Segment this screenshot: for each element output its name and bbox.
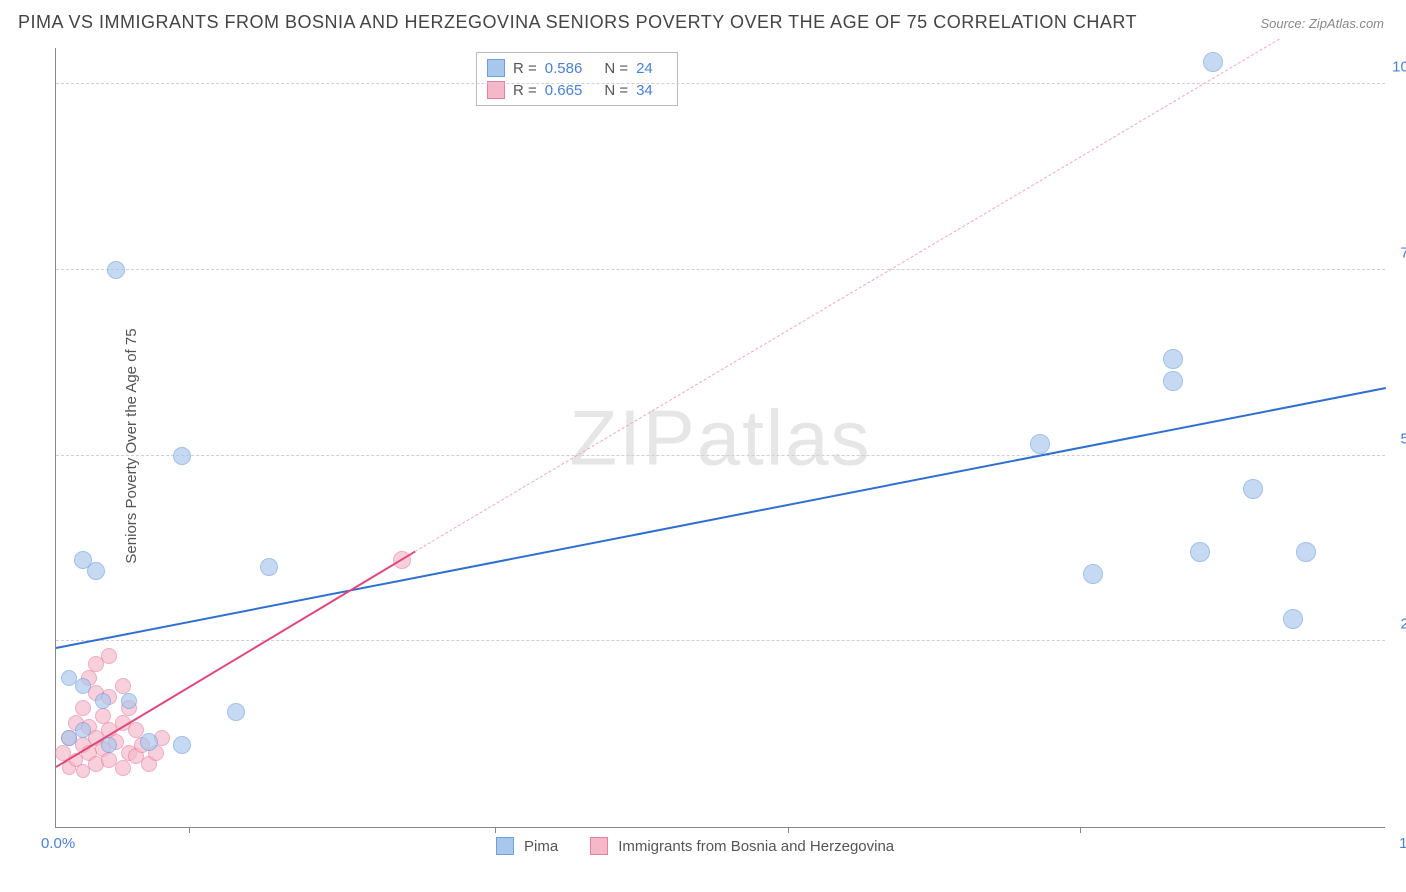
n-label: N = [604,60,628,77]
data-point-series1 [140,733,158,751]
gridline-h [56,269,1385,270]
y-tick-label: 75.0% [1388,244,1406,261]
data-point-series1 [1243,479,1263,499]
data-point-series1 [1163,349,1183,369]
data-point-series1 [1030,434,1050,454]
data-point-series1 [95,693,111,709]
data-point-series2 [115,678,131,694]
x-tick-mark [1080,827,1081,833]
x-tick-mark [495,827,496,833]
n-value-1: 24 [636,60,653,77]
swatch-pima-icon [496,837,514,855]
data-point-series1 [260,558,278,576]
y-tick-label: 100.0% [1388,59,1406,76]
x-tick-0: 0.0% [41,835,75,852]
data-point-series1 [75,678,91,694]
data-point-series1 [1163,371,1183,391]
x-tick-100: 100.0% [1399,835,1406,852]
legend-label-2: Immigrants from Bosnia and Herzegovina [618,838,894,855]
data-point-series1 [1190,542,1210,562]
data-point-series2 [115,760,131,776]
plot-area: ZIPatlas R = 0.586 N = 24 R = 0.665 N = … [55,48,1385,828]
chart-container: PIMA VS IMMIGRANTS FROM BOSNIA AND HERZE… [0,0,1406,892]
x-tick-mark [189,827,190,833]
data-point-series2 [101,648,117,664]
data-point-series1 [173,447,191,465]
data-point-series1 [75,722,91,738]
data-point-series1 [1203,52,1223,72]
gridline-h [56,640,1385,641]
gridline-h [56,455,1385,456]
watermark-zip: ZIP [569,393,696,481]
chart-title: PIMA VS IMMIGRANTS FROM BOSNIA AND HERZE… [18,12,1137,33]
r-value-1: 0.586 [545,60,583,77]
watermark-atlas: atlas [697,393,872,481]
data-point-series1 [121,693,137,709]
data-point-series1 [1296,542,1316,562]
data-point-series1 [227,703,245,721]
swatch-pima-icon [487,59,505,77]
data-point-series1 [87,562,105,580]
y-tick-label: 25.0% [1388,616,1406,633]
swatch-bosnia-icon [590,837,608,855]
x-tick-mark [788,827,789,833]
source-label: Source: ZipAtlas.com [1260,16,1384,31]
data-point-series1 [1283,609,1303,629]
bottom-legend: Pima Immigrants from Bosnia and Herzegov… [496,837,894,855]
data-point-series2 [75,700,91,716]
trend-line-series2-extrapolated [415,39,1280,552]
trend-line-series1 [56,387,1386,649]
data-point-series1 [107,261,125,279]
data-point-series1 [101,737,117,753]
data-point-series1 [1083,564,1103,584]
legend-label-1: Pima [524,838,558,855]
stats-box: R = 0.586 N = 24 R = 0.665 N = 34 [476,52,678,106]
watermark: ZIPatlas [569,392,871,483]
r-label: R = [513,60,537,77]
data-point-series2 [95,708,111,724]
gridline-h [56,83,1385,84]
y-tick-label: 50.0% [1388,430,1406,447]
stats-row-1: R = 0.586 N = 24 [487,57,667,79]
data-point-series1 [173,736,191,754]
